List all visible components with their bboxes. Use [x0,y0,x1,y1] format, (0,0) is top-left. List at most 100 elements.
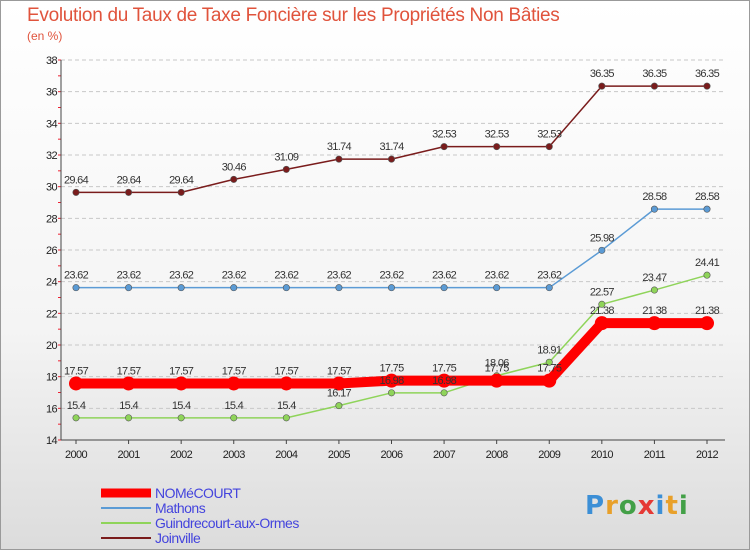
y-tick-label: 14 [46,435,58,447]
data-point [125,414,133,422]
data-label: 23.62 [169,270,194,282]
data-point [230,284,238,292]
y-tick-label: 34 [46,118,58,130]
proxiti-logo: Proxiti [585,491,689,521]
data-label: 17.57 [117,365,142,377]
y-tick-label: 18 [46,372,58,384]
data-label: 17.57 [274,365,299,377]
x-tick-label: 2012 [696,449,719,461]
x-tick-label: 2002 [170,449,193,461]
data-label: 36.35 [642,68,667,80]
data-label: 32.53 [537,129,562,141]
data-point [69,376,83,391]
legend-entry-nomécourt: NOMéCOURT [155,485,241,501]
data-label: 17.75 [485,363,510,375]
x-tick-label: 2011 [644,449,666,461]
x-tick-label: 2000 [65,449,88,461]
y-tick-label: 28 [46,213,58,225]
logo-letter: i [678,491,689,521]
data-point [387,389,395,397]
data-label: 15.4 [224,400,243,412]
data-point [598,246,606,254]
y-tick-label: 20 [46,340,58,352]
data-point [384,373,399,388]
y-tick-label: 16 [46,403,58,415]
data-point [279,376,294,391]
data-point [440,389,448,397]
data-label: 17.57 [327,365,352,377]
data-point [493,143,501,151]
data-point [125,284,133,292]
x-tick-label: 2004 [275,449,298,461]
data-label: 17.57 [169,365,194,377]
y-tick-label: 32 [46,150,58,162]
data-label: 15.4 [119,400,138,412]
data-label: 17.57 [64,365,89,377]
data-label: 29.64 [117,174,142,186]
data-label: 25.98 [590,232,615,244]
data-label: 23.62 [222,270,247,282]
data-label: 21.38 [642,305,667,317]
data-label: 24.41 [695,257,720,269]
data-point [598,82,606,90]
data-point [598,300,606,308]
data-point [703,271,711,279]
data-point [440,143,448,151]
x-tick-label: 2007 [433,449,456,461]
data-point [489,373,504,388]
data-point [72,188,80,196]
data-label: 17.75 [432,363,457,375]
data-point [177,188,185,196]
data-label: 32.53 [432,129,457,141]
data-point [650,205,658,213]
data-point [440,284,448,292]
data-label: 18.91 [537,344,562,356]
data-point [545,358,553,366]
data-point [125,188,133,196]
logo-letter: t [665,491,679,521]
data-point [177,414,185,422]
data-point [647,316,662,331]
y-tick-label: 30 [46,182,58,194]
data-label: 31.74 [379,141,404,153]
data-label: 16.98 [379,375,404,387]
x-tick-label: 2008 [486,449,509,461]
logo-letter: x [637,491,656,521]
logo-letter: P [585,491,606,521]
data-point [121,376,136,391]
data-label: 31.74 [327,141,352,153]
data-point [174,376,189,391]
data-point [700,316,714,331]
data-point [387,284,395,292]
x-tick-label: 2006 [380,449,403,461]
data-point [335,402,343,410]
data-point [335,155,343,163]
data-point [650,286,658,294]
data-label: 23.62 [379,270,404,282]
data-label: 31.09 [274,151,299,163]
x-tick-label: 2003 [223,449,246,461]
data-label: 23.62 [117,270,142,282]
x-tick-label: 2005 [328,449,351,461]
data-label: 23.62 [485,270,510,282]
data-label: 30.46 [222,161,247,173]
data-label: 32.53 [485,129,510,141]
data-label: 23.62 [274,270,299,282]
data-point [282,414,290,422]
data-label: 17.75 [537,363,562,375]
data-point [230,175,238,183]
data-label: 16.98 [432,375,457,387]
data-label: 23.62 [432,270,457,282]
data-point [650,82,658,90]
data-point [226,376,241,391]
data-label: 28.58 [695,191,720,203]
data-label: 36.35 [695,68,720,80]
legend-entry-mathons: Mathons [155,500,206,516]
data-point [437,373,452,388]
data-label: 17.75 [379,363,404,375]
data-point [177,284,185,292]
logo-letter: o [618,491,638,521]
data-point [703,82,711,90]
chart-unit: (en %) [27,29,63,43]
